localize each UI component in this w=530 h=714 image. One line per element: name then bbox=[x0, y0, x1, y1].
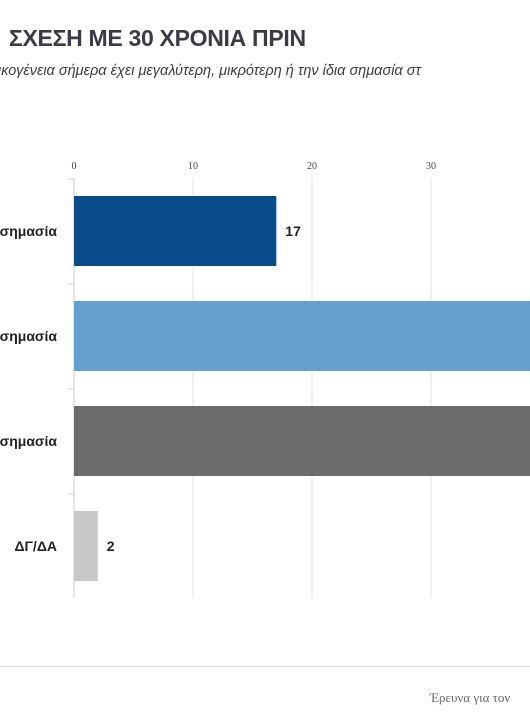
data-label: 2 bbox=[107, 538, 115, 554]
source-note: Έρευνα για τον bbox=[430, 690, 511, 705]
category-label: σημασία bbox=[0, 433, 57, 449]
x-tick-label: 30 bbox=[426, 161, 436, 172]
category-label: σημασία bbox=[0, 223, 57, 239]
data-label: 17 bbox=[285, 223, 301, 239]
bar-chart: 0 10 20 30 σημασία 17 σημασία σημασία ΔΓ/ΔΑ 2 bbox=[0, 161, 530, 598]
x-tick-label: 0 bbox=[72, 161, 77, 172]
footer-divider bbox=[0, 666, 530, 667]
bar bbox=[74, 511, 98, 581]
category-label: ΔΓ/ΔΑ bbox=[14, 538, 57, 554]
bar bbox=[74, 196, 277, 266]
x-tick-label: 10 bbox=[188, 161, 198, 172]
bar bbox=[74, 406, 530, 476]
x-tick-label: 20 bbox=[307, 161, 317, 172]
chart-subtitle: ικογένεια σήμερα έχει μεγαλύτερη, μικρότ… bbox=[0, 63, 421, 79]
category-label: σημασία bbox=[0, 328, 57, 344]
chart-title: ΣΧΕΣΗ ΜΕ 30 ΧΡΟΝΙΑ ΠΡΙΝ bbox=[9, 25, 306, 51]
bar bbox=[74, 301, 530, 371]
